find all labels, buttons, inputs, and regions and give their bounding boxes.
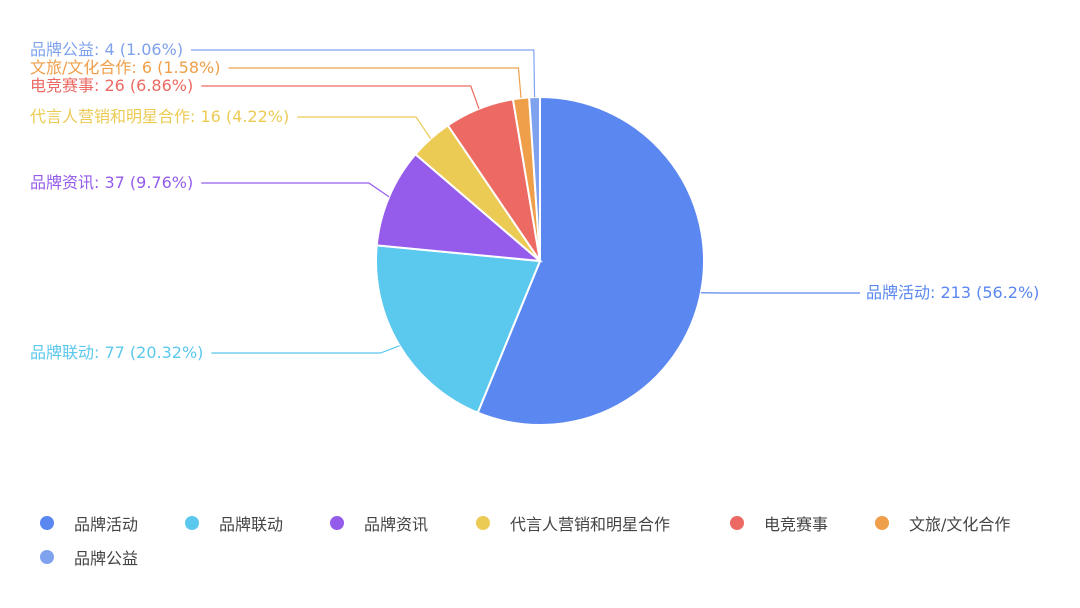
legend-label: 品牌联动 bbox=[219, 515, 284, 534]
leader-line bbox=[228, 67, 522, 99]
legend-item[interactable]: 电竞赛事 bbox=[730, 506, 828, 540]
legend-label: 品牌资讯 bbox=[364, 515, 429, 534]
legend-dot-icon bbox=[875, 516, 889, 530]
legend-dot-icon bbox=[40, 550, 54, 564]
legend-label: 代言人营销和明星合作 bbox=[510, 515, 671, 534]
slice-label: 代言人营销和明星合作: 16 (4.22%) bbox=[30, 107, 289, 126]
leader-line bbox=[297, 116, 432, 140]
leader-line bbox=[191, 49, 536, 98]
legend-label: 品牌公益 bbox=[74, 549, 139, 568]
legend-item[interactable]: 品牌公益 bbox=[40, 540, 138, 574]
legend-item[interactable]: 品牌活动 bbox=[40, 506, 138, 540]
legend-dot-icon bbox=[40, 516, 54, 530]
slice-label: 电竞赛事: 26 (6.86%) bbox=[30, 76, 193, 95]
slice-label: 文旅/文化合作: 6 (1.58%) bbox=[30, 58, 220, 77]
legend-label: 文旅/文化合作 bbox=[909, 515, 1011, 534]
legend-item[interactable]: 品牌资讯 bbox=[330, 506, 428, 540]
leader-line bbox=[201, 182, 390, 198]
slice-label: 品牌资讯: 37 (9.76%) bbox=[30, 173, 193, 192]
legend-item[interactable]: 品牌联动 bbox=[185, 506, 283, 540]
legend-label: 电竞赛事 bbox=[764, 515, 829, 534]
legend-item[interactable]: 文旅/文化合作 bbox=[875, 506, 1010, 540]
slice-label: 品牌活动: 213 (56.2%) bbox=[866, 283, 1039, 302]
pie-slice[interactable] bbox=[375, 152, 544, 263]
legend-dot-icon bbox=[330, 516, 344, 530]
pie-slice[interactable] bbox=[476, 95, 705, 426]
legend-dot-icon bbox=[476, 516, 490, 530]
legend-item[interactable]: 代言人营销和明星合作 bbox=[476, 506, 670, 540]
slice-label: 品牌公益: 4 (1.06%) bbox=[30, 40, 183, 59]
legend-dot-icon bbox=[730, 516, 744, 530]
legend-label: 品牌活动 bbox=[74, 515, 139, 534]
pie-slice[interactable] bbox=[528, 95, 541, 262]
leader-line bbox=[201, 85, 480, 109]
slice-label: 品牌联动: 77 (20.32%) bbox=[30, 343, 203, 362]
legend-dot-icon bbox=[185, 516, 199, 530]
leader-line bbox=[211, 345, 400, 354]
